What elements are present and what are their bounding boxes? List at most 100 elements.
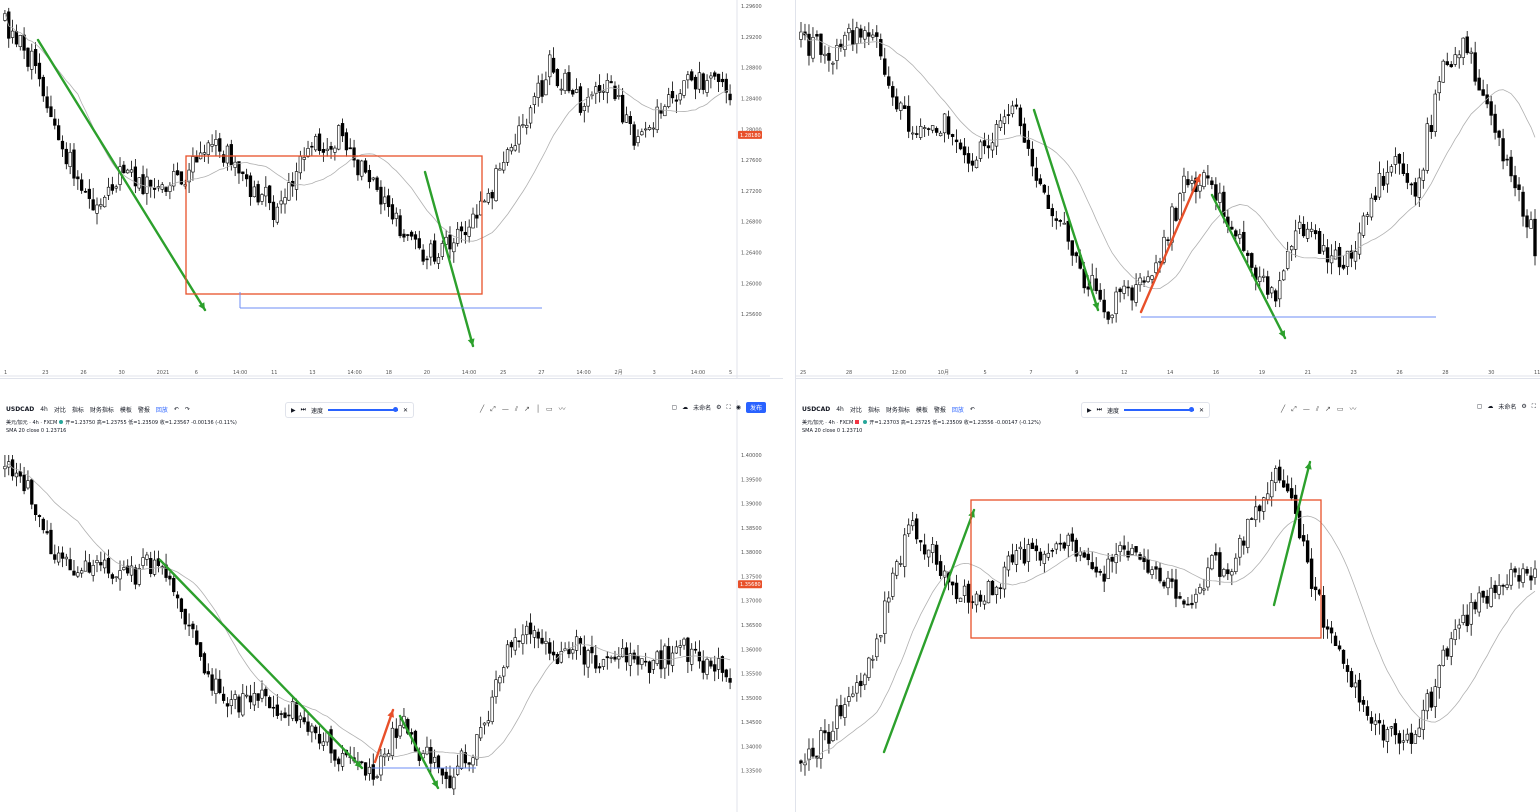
candle-body bbox=[1222, 569, 1226, 577]
horizontal-line-icon[interactable]: — bbox=[501, 405, 509, 413]
chart-panel-top-left[interactable]: 1.29600 1.29200 1.28800 1.28400 1.28000 1.276… bbox=[0, 0, 770, 378]
candle-body bbox=[594, 655, 598, 669]
compare-button[interactable]: 对比 bbox=[53, 406, 66, 414]
candlestick-chart[interactable] bbox=[796, 400, 1540, 812]
financials-button[interactable]: 财务指标 bbox=[885, 406, 910, 414]
y-tick-label: 1.29600 bbox=[741, 4, 762, 10]
rectangle-icon[interactable]: ▭ bbox=[546, 405, 553, 413]
undo-icon[interactable]: ↶ bbox=[173, 405, 179, 413]
replay-button[interactable]: 回放 bbox=[155, 406, 168, 414]
candle-body bbox=[1038, 551, 1043, 561]
candle-body bbox=[571, 649, 575, 654]
candle-body bbox=[831, 62, 835, 65]
candle-body bbox=[1190, 180, 1194, 184]
candle-body bbox=[1281, 270, 1286, 281]
chart-panel-bottom-left[interactable]: USDCAD 4h 对比 指标 财务指标 模板 警报 回放 ↶ ↷ ▶ ⏭ 速度… bbox=[0, 400, 770, 812]
legend-title: 美元/加元 · 4h · FXCM bbox=[802, 420, 854, 426]
templates-button[interactable]: 模板 bbox=[119, 406, 132, 414]
candle-body bbox=[831, 730, 835, 742]
candle-body bbox=[187, 624, 191, 627]
candlestick-chart[interactable]: 1.40000 1.39500 1.39000 1.38500 1.38000 1.375… bbox=[0, 400, 770, 812]
candle-body bbox=[678, 93, 682, 101]
candle-body bbox=[978, 594, 983, 602]
candle-body bbox=[922, 127, 927, 130]
publish-button[interactable]: 发布 bbox=[745, 402, 766, 413]
interval-button[interactable]: 4h bbox=[836, 405, 844, 413]
close-icon[interactable]: ✕ bbox=[403, 406, 409, 414]
symbol-search[interactable]: USDCAD bbox=[802, 405, 831, 413]
candle-body bbox=[118, 570, 122, 580]
candle-body bbox=[64, 556, 68, 560]
layout-icon[interactable]: ▢ bbox=[671, 404, 678, 411]
candle-body bbox=[582, 646, 586, 665]
ray-icon[interactable]: ⤢ bbox=[490, 404, 496, 413]
candle-body bbox=[68, 151, 72, 167]
candle-body bbox=[1194, 593, 1198, 603]
play-icon[interactable]: ▶ bbox=[1087, 406, 1092, 414]
candle-body bbox=[1373, 720, 1378, 725]
replay-button[interactable]: 回放 bbox=[951, 406, 964, 414]
candle-body bbox=[1485, 94, 1489, 105]
chart-panel-bottom-right[interactable]: USDCAD 4h 对比 指标 财务指标 模板 警报 回放 ↶ ▶ ⏭ 速度 ✕… bbox=[796, 400, 1540, 812]
parallel-channel-icon[interactable]: ⫽ bbox=[1315, 404, 1319, 413]
right-tools: ▢ ☁ 未命名 ⚙ ⛶ bbox=[1476, 402, 1536, 412]
candle-body bbox=[244, 694, 249, 697]
parallel-channel-icon[interactable]: ⫽ bbox=[514, 404, 518, 413]
vertical-line-icon[interactable]: │ bbox=[535, 405, 541, 413]
candle-body bbox=[1102, 573, 1106, 582]
candlestick-chart[interactable]: 25 28 12:00 10月 5 7 9 12 14 16 19 21 23 26 28 30 11月 bbox=[796, 0, 1540, 378]
templates-button[interactable]: 模板 bbox=[915, 406, 928, 414]
alert-button[interactable]: 警报 bbox=[933, 406, 946, 414]
trend-line-icon[interactable]: ╱ bbox=[1281, 405, 1286, 413]
layout-name[interactable]: 未命名 bbox=[1498, 404, 1517, 411]
candle-body bbox=[823, 53, 827, 57]
financials-button[interactable]: 财务指标 bbox=[89, 406, 114, 414]
indicators-button[interactable]: 指标 bbox=[867, 406, 880, 414]
snapshot-icon[interactable]: ◉ bbox=[735, 404, 741, 411]
horizontal-line-icon[interactable]: — bbox=[1302, 405, 1310, 413]
play-icon[interactable]: ▶ bbox=[291, 406, 296, 414]
candle-body bbox=[720, 656, 725, 673]
symbol-search[interactable]: USDCAD bbox=[6, 405, 35, 413]
candle-body bbox=[1513, 175, 1517, 189]
candle-body bbox=[340, 753, 345, 767]
range-box bbox=[970, 499, 1322, 639]
x-tick-label: 25 bbox=[500, 370, 506, 376]
settings-icon[interactable]: ⚙ bbox=[1521, 403, 1527, 410]
cloud-icon[interactable]: ☁ bbox=[1487, 403, 1494, 410]
close-icon[interactable]: ✕ bbox=[1199, 406, 1205, 414]
trend-line-icon[interactable]: ╱ bbox=[480, 405, 485, 413]
fullscreen-icon[interactable]: ⛶ bbox=[1531, 402, 1536, 410]
fullscreen-icon[interactable]: ⛶ bbox=[726, 403, 731, 411]
arrow-icon[interactable]: ↗ bbox=[523, 405, 530, 413]
layout-icon[interactable]: ▢ bbox=[1476, 403, 1483, 410]
step-forward-icon[interactable]: ⏭ bbox=[1096, 406, 1103, 413]
arrow-icon[interactable]: ↗ bbox=[1324, 405, 1331, 413]
compare-button[interactable]: 对比 bbox=[849, 406, 862, 414]
up-arrow bbox=[1272, 460, 1312, 607]
speed-slider[interactable] bbox=[328, 407, 399, 412]
alert-button[interactable]: 警报 bbox=[137, 406, 150, 414]
layout-name[interactable]: 未命名 bbox=[693, 405, 712, 412]
undo-icon[interactable]: ↶ bbox=[969, 405, 975, 413]
redo-icon[interactable]: ↷ bbox=[184, 405, 190, 413]
path-icon[interactable]: 〰 bbox=[1349, 405, 1357, 413]
step-forward-icon[interactable]: ⏭ bbox=[300, 406, 307, 413]
rectangle-icon[interactable]: ▭ bbox=[1336, 405, 1344, 413]
ray-icon[interactable]: ⤢ bbox=[1291, 404, 1297, 413]
path-icon[interactable]: 〰 bbox=[558, 405, 566, 413]
candle-body bbox=[1501, 584, 1505, 587]
indicators-button[interactable]: 指标 bbox=[71, 406, 84, 414]
candle-body bbox=[494, 168, 498, 202]
candle-body bbox=[907, 524, 911, 535]
chart-panel-top-right[interactable]: 25 28 12:00 10月 5 7 9 12 14 16 19 21 23 26 28 30 11月 bbox=[796, 0, 1540, 378]
cloud-icon[interactable]: ☁ bbox=[682, 404, 689, 411]
candle-body bbox=[807, 748, 811, 761]
interval-button[interactable]: 4h bbox=[40, 405, 48, 413]
speed-slider[interactable] bbox=[1124, 407, 1195, 412]
candle-body bbox=[1369, 197, 1374, 218]
x-tick-label: 14:00 bbox=[347, 370, 361, 376]
candle-body bbox=[126, 169, 130, 174]
settings-icon[interactable]: ⚙ bbox=[716, 404, 722, 411]
candlestick-chart[interactable]: 1.29600 1.29200 1.28800 1.28400 1.28000 1.276… bbox=[0, 0, 770, 378]
